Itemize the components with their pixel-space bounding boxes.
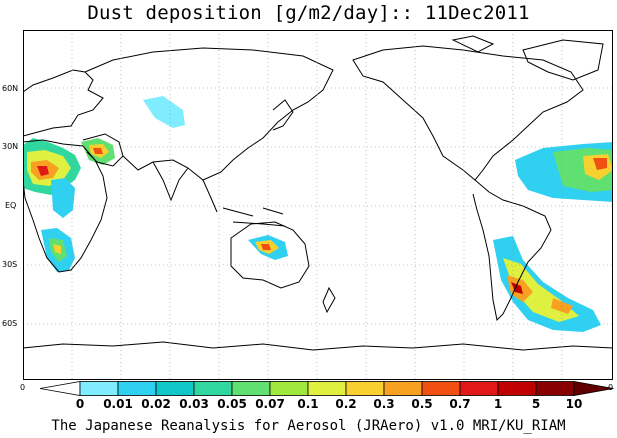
lat-label-60s: 60S <box>2 319 18 328</box>
colorbar-box <box>497 381 537 396</box>
graticule <box>23 30 613 380</box>
colorbar-level-label: 10 <box>565 397 583 411</box>
colorbar-level-label: 0 <box>75 397 85 411</box>
colorbar-level-label: 1 <box>493 397 503 411</box>
colorbar-box <box>231 381 271 396</box>
colorbar-level-label: 0.02 <box>141 397 171 411</box>
world-map <box>23 30 613 380</box>
colorbar-level-label: 0.1 <box>297 397 319 411</box>
colorbar-over-triangle <box>573 381 614 396</box>
colorbar-level-label: 0.05 <box>217 397 247 411</box>
dust-field-australia <box>248 235 288 260</box>
colorbar-box <box>345 381 385 396</box>
colorbar-box <box>459 381 499 396</box>
dust-field-arabia <box>81 138 115 165</box>
colorbar <box>40 381 614 396</box>
lat-label-eq: EQ <box>5 201 17 210</box>
dust-field-central-asia <box>143 96 185 128</box>
colorbar-level-label: 0.7 <box>449 397 471 411</box>
colorbar-box <box>421 381 461 396</box>
lat-label-30n: 30N <box>2 142 19 151</box>
colorbar-level-label: 0.5 <box>411 397 433 411</box>
colorbar-box <box>193 381 233 396</box>
dust-field-patagonia <box>493 236 601 332</box>
map-frame <box>23 30 613 380</box>
colorbar-level-label: 5 <box>531 397 541 411</box>
map-title: Dust deposition [g/m2/day]:: 11Dec2011 <box>87 2 530 24</box>
lat-label-60n: 60N <box>2 84 19 93</box>
colorbar-level-label: 0.01 <box>103 397 133 411</box>
colorbar-level-label: 0.03 <box>179 397 209 411</box>
colorbar-left-end-label: 0 <box>20 383 26 392</box>
colorbar-box <box>269 381 309 396</box>
colorbar-box <box>117 381 157 396</box>
colorbar-level-label: 0.3 <box>373 397 395 411</box>
colorbar-box <box>155 381 195 396</box>
lat-label-30s: 30S <box>2 260 18 269</box>
colorbar-under-triangle <box>40 381 81 396</box>
footer-credit: The Japanese Reanalysis for Aerosol (JRA… <box>51 418 566 434</box>
dust-field-atlantic <box>515 142 613 202</box>
colorbar-box <box>307 381 347 396</box>
colorbar-level-label: 0.2 <box>335 397 357 411</box>
colorbar-box <box>79 381 119 396</box>
colorbar-box <box>383 381 423 396</box>
colorbar-level-label: 0.07 <box>255 397 285 411</box>
dust-field-south-africa <box>41 228 75 272</box>
colorbar-right-end-label: 0 <box>608 383 614 392</box>
colorbar-box <box>535 381 575 396</box>
coastlines <box>23 35 613 351</box>
dust-field-sahara <box>23 138 81 218</box>
